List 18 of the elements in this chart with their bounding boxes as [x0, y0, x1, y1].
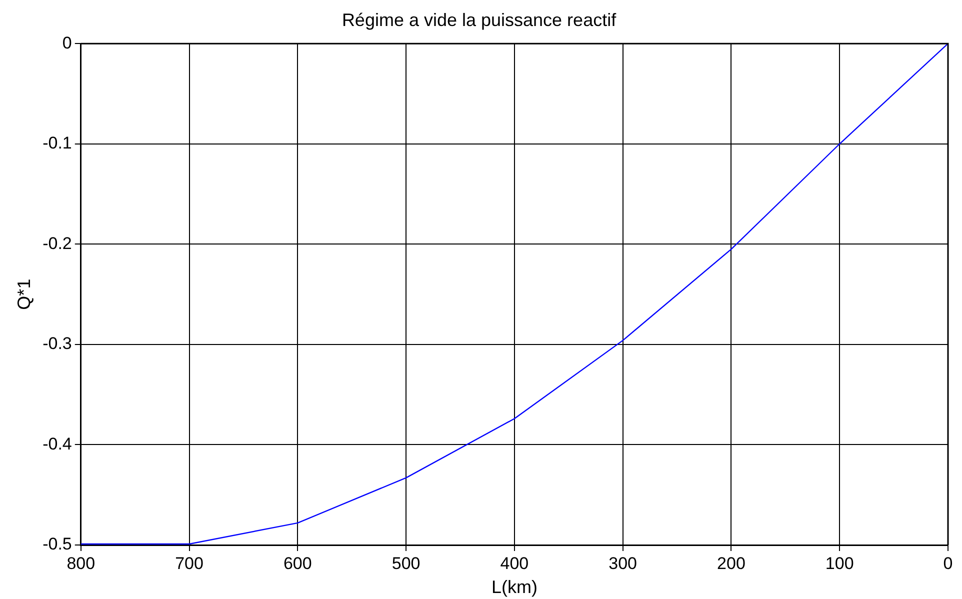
x-tick-label: 300 [608, 554, 638, 573]
x-tick-label: 700 [175, 554, 204, 573]
y-axis-title: Q*1 [14, 278, 34, 310]
y-tick-label: -0.5 [42, 534, 72, 554]
x-tick-label: 600 [283, 554, 312, 573]
y-tick-label: -0.1 [42, 134, 72, 153]
y-tick-label: -0.2 [42, 234, 72, 253]
x-axis-title: L(km) [491, 577, 538, 598]
x-tick-label: 200 [717, 554, 746, 573]
y-tick-label: 0 [62, 33, 72, 52]
x-tick-label: 0 [943, 554, 953, 573]
x-tick-label: 800 [66, 554, 96, 573]
y-tick-label: -0.4 [42, 434, 72, 454]
x-tick-label: 400 [500, 554, 529, 573]
x-tick-label: 500 [392, 554, 420, 573]
y-tick-label: -0.3 [42, 334, 72, 354]
x-tick-label: 100 [825, 554, 854, 573]
chart-title: Régime a vide la puissance reactif [342, 10, 618, 30]
